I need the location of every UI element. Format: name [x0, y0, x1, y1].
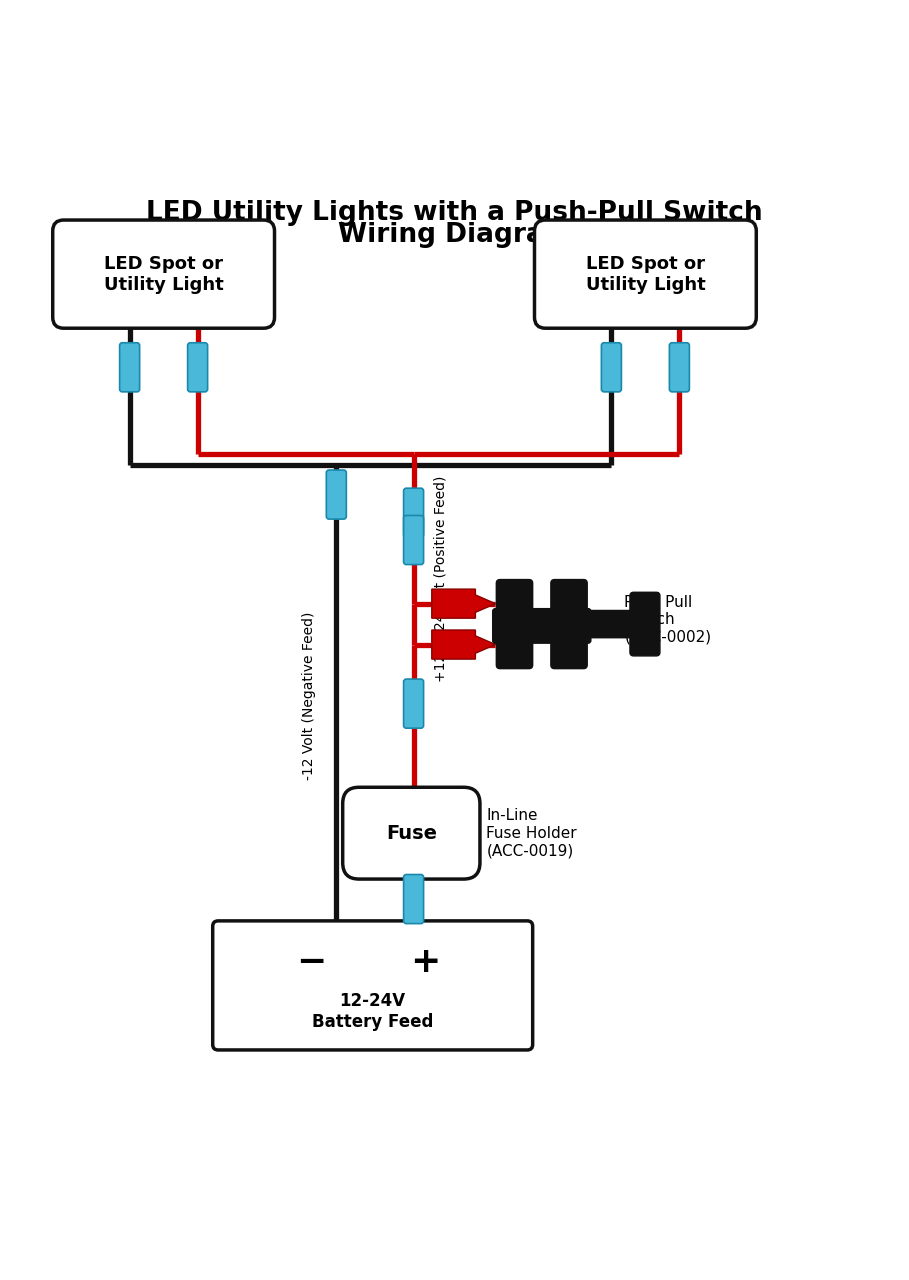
Text: -12 Volt (Negative Feed): -12 Volt (Negative Feed) — [302, 612, 316, 780]
Text: LED Spot or
Utility Light: LED Spot or Utility Light — [104, 255, 224, 293]
FancyBboxPatch shape — [602, 343, 622, 392]
FancyBboxPatch shape — [326, 470, 346, 520]
FancyBboxPatch shape — [496, 580, 533, 668]
FancyBboxPatch shape — [493, 608, 591, 643]
Text: Push Pull
Switch
(ACC-0002): Push Pull Switch (ACC-0002) — [624, 595, 712, 644]
FancyBboxPatch shape — [187, 343, 207, 392]
FancyBboxPatch shape — [584, 611, 642, 637]
Polygon shape — [432, 589, 495, 618]
Text: +12 to 24 Volt (Positive Feed): +12 to 24 Volt (Positive Feed) — [434, 475, 448, 682]
Text: In-Line
Fuse Holder
(ACC-0019): In-Line Fuse Holder (ACC-0019) — [486, 808, 577, 858]
FancyBboxPatch shape — [120, 343, 140, 392]
Polygon shape — [432, 630, 495, 659]
Text: −: − — [295, 945, 326, 979]
Text: LED Utility Lights with a Push-Pull Switch: LED Utility Lights with a Push-Pull Swit… — [146, 200, 763, 225]
Text: LED Spot or
Utility Light: LED Spot or Utility Light — [585, 255, 705, 293]
FancyBboxPatch shape — [404, 874, 424, 924]
FancyBboxPatch shape — [669, 343, 689, 392]
FancyBboxPatch shape — [404, 680, 424, 728]
FancyBboxPatch shape — [53, 220, 275, 328]
FancyBboxPatch shape — [630, 593, 660, 655]
Text: Fuse: Fuse — [385, 823, 437, 842]
Text: 12-24V
Battery Feed: 12-24V Battery Feed — [312, 992, 434, 1030]
FancyBboxPatch shape — [551, 580, 587, 668]
FancyBboxPatch shape — [213, 920, 533, 1050]
FancyBboxPatch shape — [343, 787, 480, 879]
FancyBboxPatch shape — [534, 220, 756, 328]
FancyBboxPatch shape — [404, 516, 424, 564]
Text: Wiring Diagram: Wiring Diagram — [338, 223, 571, 248]
FancyBboxPatch shape — [404, 488, 424, 538]
Text: +: + — [410, 945, 441, 979]
